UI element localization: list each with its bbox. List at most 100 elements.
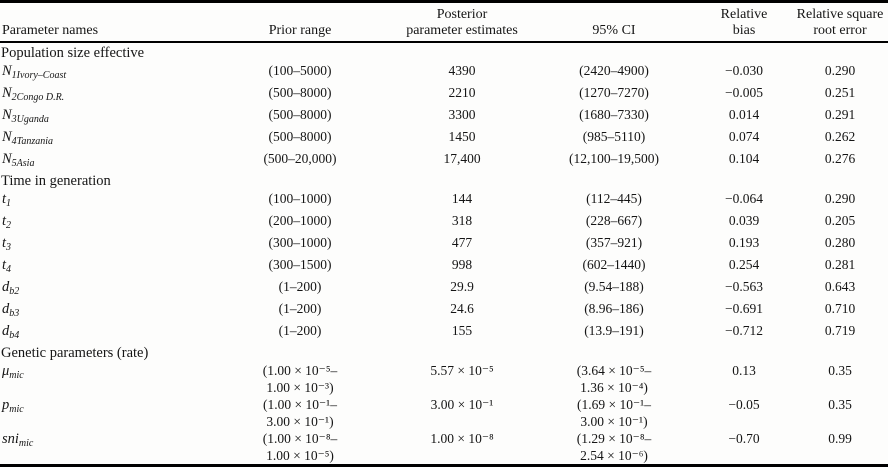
param-subscript: 1Ivory–Coast: [11, 70, 67, 81]
relative-square-root-error-cell: 0.710: [824, 301, 856, 316]
cell-line: (8.96–186): [584, 301, 644, 316]
param-row: N1Ivory–Coast (100–5000) 4390 (2420–4900) −0…: [0, 62, 888, 84]
cell-line: (985–5110): [582, 129, 646, 144]
prior-range-cell: (1.00 × 10⁻⁸– 1.00 × 10⁻⁵): [208, 430, 392, 466]
section-row: Genetic parameters (rate): [0, 344, 888, 362]
posterior-estimate-cell: 5.57 × 10⁻⁵: [392, 362, 532, 396]
cell-line: (100–1000): [268, 191, 332, 206]
cell-line: 5.57 × 10⁻⁵: [430, 363, 494, 378]
posterior-estimate-cell: 24.6: [392, 300, 532, 322]
prior-range-cell: (200–1000): [208, 212, 392, 234]
param-subscript: mic: [18, 438, 34, 449]
param-symbol: N: [2, 63, 12, 79]
param-row: t4 (300–1500) 998 (602–1440) 0.254 0.281: [0, 256, 888, 278]
cell-line: (500–8000): [268, 85, 332, 100]
prior-range-cell: (300–1500): [208, 256, 392, 278]
param-name-cell: t4: [0, 256, 208, 278]
relative-bias-cell: 0.014: [728, 107, 760, 122]
param-name-cell: t2: [0, 212, 208, 234]
param-name-cell: pmic: [0, 396, 208, 430]
cell-line: 2210: [448, 85, 476, 100]
ci-cell: (228–667): [532, 212, 696, 234]
relative-bias-cell: 0.193: [728, 235, 760, 250]
cell-line: (3.64 × 10⁻⁵–: [576, 363, 652, 378]
col-header-parameter-names: Parameter names: [0, 2, 208, 43]
relative-bias-cell: −0.005: [725, 85, 763, 100]
posterior-estimate-cell: 1450: [392, 128, 532, 150]
cell-line: (112–445): [586, 191, 642, 206]
param-name-cell: db4: [0, 322, 208, 344]
prior-range-cell: (1–200): [208, 300, 392, 322]
ci-cell: (1.69 × 10⁻¹– 3.00 × 10⁻¹): [532, 396, 696, 430]
param-symbol: d: [2, 323, 10, 339]
param-symbol: N: [2, 85, 12, 101]
posterior-estimate-cell: 477: [392, 234, 532, 256]
cell-line: (500–8000): [268, 107, 332, 122]
ci-cell: (112–445): [532, 190, 696, 212]
relative-square-root-error-cell: 0.291: [824, 107, 856, 122]
param-subscript: 2: [6, 220, 12, 231]
col-header-prior-range: Prior range: [208, 2, 392, 43]
prior-range-cell: (500–20,000): [208, 150, 392, 172]
cell-line: (200–1000): [268, 213, 332, 228]
relative-bias-cell: 0.074: [728, 129, 760, 144]
ci-cell: (2420–4900): [532, 62, 696, 84]
param-subscript: b2: [9, 286, 20, 297]
cell-line: 144: [451, 191, 473, 206]
cell-line: (12,100–19,500): [569, 151, 659, 166]
relative-bias-cell: −0.70: [728, 431, 760, 446]
prior-range-cell: (300–1000): [208, 234, 392, 256]
prior-range-cell: (500–8000): [208, 84, 392, 106]
header-line: parameter estimates: [406, 23, 518, 38]
param-name-cell: snimic: [0, 430, 208, 466]
ci-cell: (602–1440): [532, 256, 696, 278]
posterior-estimate-cell: 3300: [392, 106, 532, 128]
param-symbol: N: [2, 151, 12, 167]
prior-range-cell: (500–8000): [208, 106, 392, 128]
section-label: Time in generation: [1, 173, 111, 189]
prior-range-cell: (1–200): [208, 278, 392, 300]
cell-line: 1.00 × 10⁻³): [266, 380, 334, 395]
cell-line: (1.00 × 10⁻¹–: [263, 397, 337, 412]
ci-cell: (1270–7270): [532, 84, 696, 106]
cell-line: 1.00 × 10⁻⁵): [266, 448, 334, 463]
param-symbol: t: [2, 191, 7, 207]
param-row: pmic (1.00 × 10⁻¹– 3.00 × 10⁻¹) 3.00 × 10⁻¹…: [0, 396, 888, 430]
param-symbol: N: [2, 129, 12, 145]
cell-line: (500–8000): [268, 129, 332, 144]
cell-line: (1.29 × 10⁻⁸–: [576, 431, 652, 446]
ci-cell: (985–5110): [532, 128, 696, 150]
ci-cell: (8.96–186): [532, 300, 696, 322]
cell-line: 3.00 × 10⁻¹: [430, 397, 494, 412]
param-subscript: b4: [9, 330, 20, 341]
relative-square-root-error-cell: 0.262: [824, 129, 856, 144]
header-row: Parameter names Prior range Posterior pa…: [0, 2, 888, 43]
param-subscript: b3: [9, 308, 20, 319]
param-symbol: t: [2, 213, 7, 229]
relative-square-root-error-cell: 0.35: [828, 397, 852, 412]
param-symbol: d: [2, 279, 10, 295]
cell-line: 1450: [448, 129, 476, 144]
param-symbol: t: [2, 235, 7, 251]
cell-line: (1–200): [278, 323, 322, 338]
relative-square-root-error-cell: 0.643: [824, 279, 856, 294]
param-row: N2Congo D.R. (500–8000) 2210 (1270–7270) −0.…: [0, 84, 888, 106]
param-name-cell: N1Ivory–Coast: [0, 62, 208, 84]
cell-line: (9.54–188): [584, 279, 644, 294]
relative-bias-cell: −0.691: [725, 301, 763, 316]
posterior-estimate-cell: 17,400: [392, 150, 532, 172]
param-symbol: μ: [2, 363, 10, 379]
posterior-estimate-cell: 998: [392, 256, 532, 278]
param-name-cell: db2: [0, 278, 208, 300]
relative-square-root-error-cell: 0.276: [824, 151, 856, 166]
prior-range-cell: (500–8000): [208, 128, 392, 150]
relative-square-root-error-cell: 0.290: [824, 191, 856, 206]
header-line: Posterior: [436, 7, 488, 22]
cell-line: (500–20,000): [263, 151, 337, 166]
ci-cell: (13.9–191): [532, 322, 696, 344]
cell-line: 2.54 × 10⁻⁶): [580, 448, 648, 463]
relative-square-root-error-cell: 0.281: [824, 257, 856, 272]
header-line: Relative square: [796, 7, 884, 22]
